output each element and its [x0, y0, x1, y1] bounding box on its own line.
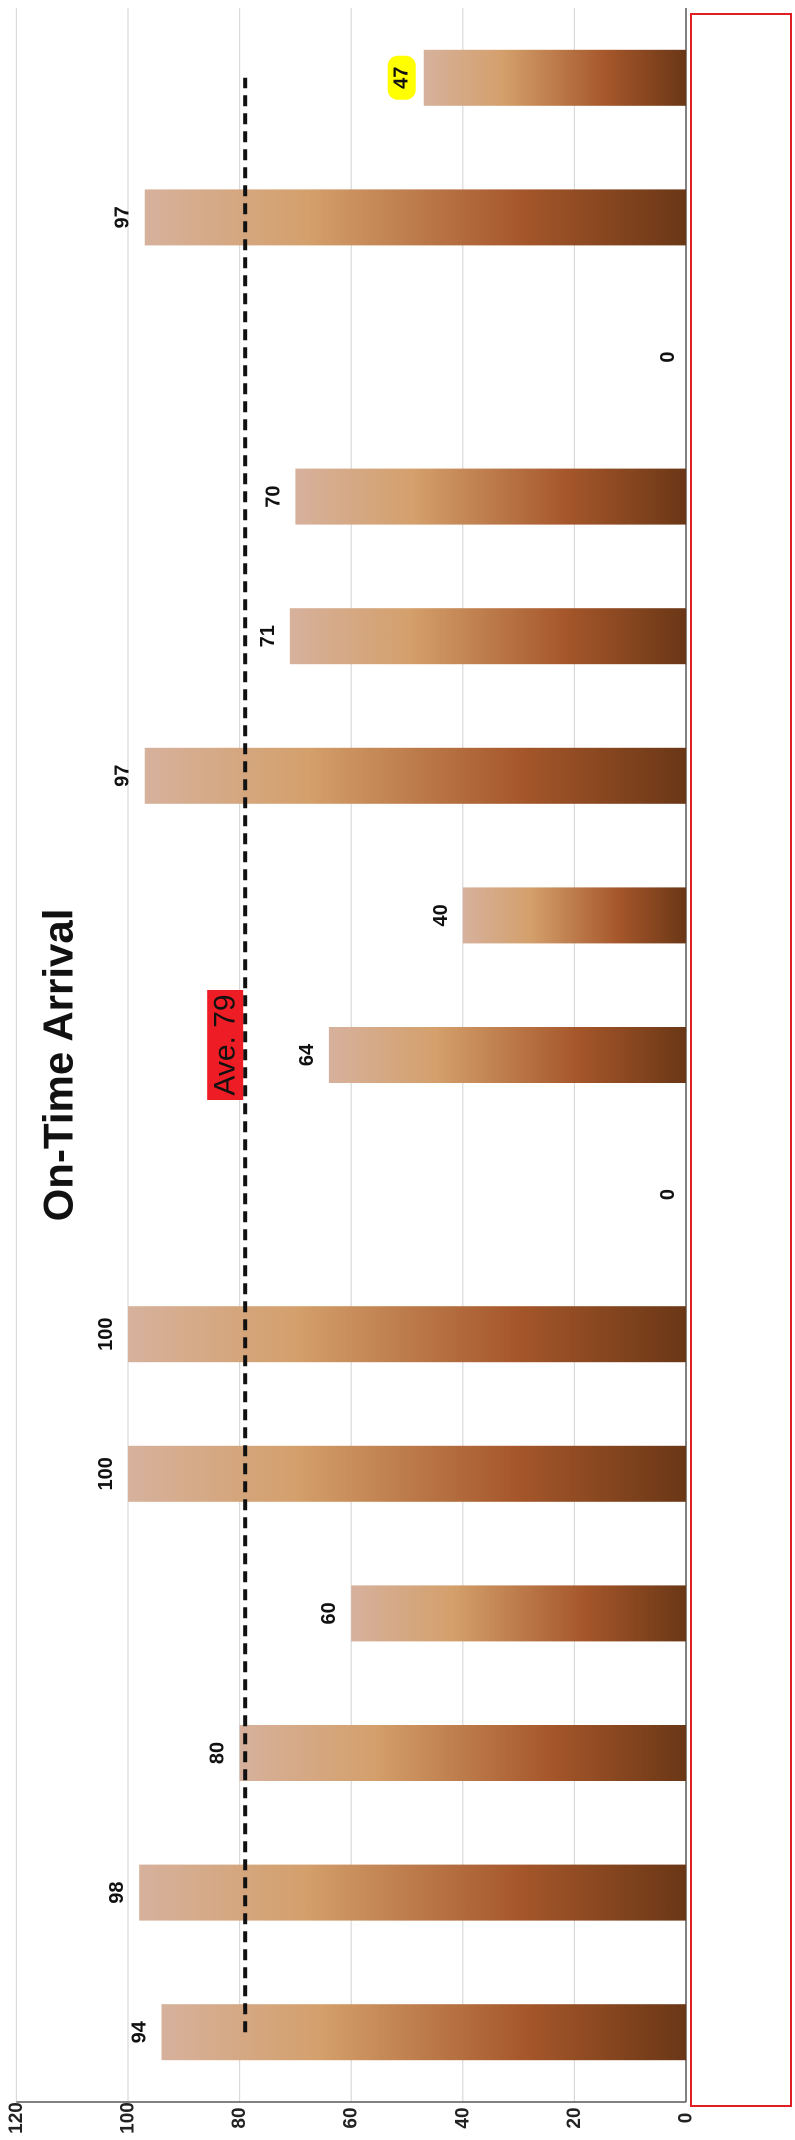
bar: [462, 887, 686, 944]
data-label: 98: [106, 1881, 128, 1903]
bar: [289, 608, 686, 665]
data-label: 40: [430, 904, 452, 926]
chart-title-group: On-Time Arrival: [35, 909, 82, 1222]
data-label: 80: [207, 1742, 229, 1764]
data-label: 64: [296, 1043, 318, 1066]
bar: [128, 1306, 686, 1363]
average-line-group: Ave. 79: [207, 77, 248, 2033]
bar: [295, 468, 686, 525]
bar: [351, 1585, 686, 1642]
data-label: 97: [112, 765, 134, 787]
y-tick-label: 60: [341, 2107, 362, 2128]
data-labels: 94 98 80 60 100 100 0 64 40 97 71 70 0 97 47: [95, 55, 679, 2043]
bar: [144, 189, 687, 246]
data-label: 60: [318, 1602, 340, 1624]
y-tick-label: 0: [676, 2113, 697, 2124]
data-label: 94: [128, 2020, 150, 2043]
data-label: 0: [657, 1189, 679, 1200]
y-axis-tick-labels: 0 20 40 60 80 100 120: [6, 2102, 697, 2134]
bar: [423, 49, 686, 106]
bar: [328, 1027, 686, 1083]
bar: [239, 1725, 686, 1781]
data-label: 70: [262, 485, 284, 507]
data-label: 71: [257, 625, 279, 647]
bar: [128, 1445, 686, 1502]
average-label: Ave. 79: [209, 994, 242, 1095]
plot-area-borders: [690, 13, 792, 2107]
plot-area-border: [690, 13, 792, 2107]
bar: [144, 747, 687, 804]
y-tick-label: 80: [229, 2107, 250, 2128]
data-label-highlight: [387, 55, 416, 100]
data-label: 100: [95, 1457, 117, 1490]
chart-title: On-Time Arrival: [35, 909, 82, 1222]
data-label: 0: [657, 351, 679, 362]
bar: [139, 1864, 686, 1921]
data-label: 97: [112, 206, 134, 228]
bars: [128, 49, 687, 2061]
data-label: 100: [95, 1318, 117, 1351]
bar: [161, 2004, 687, 2061]
y-tick-label: 120: [6, 2102, 27, 2134]
average-label-background: [207, 990, 244, 1100]
data-label: 47: [391, 67, 413, 89]
y-tick-label: 40: [452, 2107, 473, 2128]
y-tick-label: 100: [118, 2102, 139, 2134]
y-tick-label: 20: [564, 2107, 585, 2128]
